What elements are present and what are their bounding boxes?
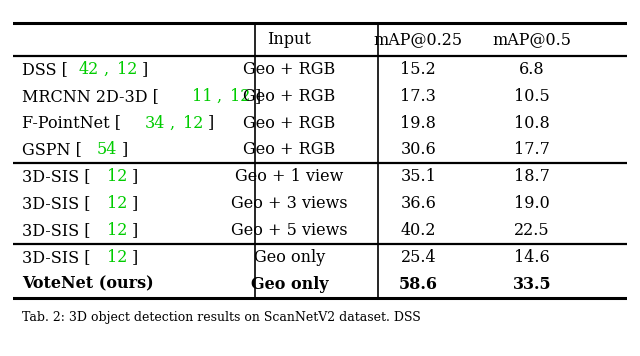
Text: 33.5: 33.5: [513, 276, 551, 293]
Text: 10.8: 10.8: [514, 115, 550, 132]
Text: 30.6: 30.6: [401, 141, 436, 158]
Text: 19.8: 19.8: [401, 115, 436, 132]
Text: 22.5: 22.5: [514, 222, 550, 239]
Text: DSS [: DSS [: [22, 61, 68, 78]
Text: 17.3: 17.3: [401, 88, 436, 105]
Text: F-PointNet [: F-PointNet [: [22, 115, 121, 132]
Text: 12: 12: [107, 168, 127, 185]
Text: ]: ]: [132, 222, 138, 239]
Text: 42: 42: [79, 61, 99, 78]
Text: GSPN [: GSPN [: [22, 141, 82, 158]
Text: Geo + 5 views: Geo + 5 views: [231, 222, 348, 239]
Text: ]: ]: [132, 195, 138, 212]
Text: 14.6: 14.6: [514, 249, 550, 266]
Text: 18.7: 18.7: [514, 168, 550, 185]
Text: ]: ]: [208, 115, 214, 132]
Text: 19.0: 19.0: [514, 195, 550, 212]
Text: ]: ]: [142, 61, 148, 78]
Text: MRCNN 2D-3D [: MRCNN 2D-3D [: [22, 88, 159, 105]
Text: 40.2: 40.2: [401, 222, 436, 239]
Text: 12: 12: [182, 115, 203, 132]
Text: 36.6: 36.6: [401, 195, 436, 212]
Text: 10.5: 10.5: [514, 88, 550, 105]
Text: 12: 12: [107, 195, 127, 212]
Text: ,: ,: [104, 61, 114, 78]
Text: 54: 54: [96, 141, 116, 158]
Text: Geo + 1 view: Geo + 1 view: [235, 168, 344, 185]
Text: Input: Input: [268, 31, 311, 48]
Text: ]: ]: [122, 141, 127, 158]
Text: 35.1: 35.1: [401, 168, 436, 185]
Text: 12: 12: [107, 249, 127, 266]
Text: 12: 12: [116, 61, 137, 78]
Text: mAP@0.25: mAP@0.25: [374, 31, 463, 48]
Text: 34: 34: [145, 115, 165, 132]
Text: 15.2: 15.2: [401, 61, 436, 78]
Text: 3D-SIS [: 3D-SIS [: [22, 222, 90, 239]
Text: Tab. 2: 3D object detection results on ScanNetV2 dataset. DSS: Tab. 2: 3D object detection results on S…: [22, 311, 420, 324]
Text: mAP@0.5: mAP@0.5: [492, 31, 572, 48]
Text: ]: ]: [132, 168, 138, 185]
Text: 17.7: 17.7: [514, 141, 550, 158]
Text: 12: 12: [107, 222, 127, 239]
Text: 6.8: 6.8: [519, 61, 545, 78]
Text: ,: ,: [217, 88, 227, 105]
Text: 11: 11: [191, 88, 212, 105]
Text: Geo only: Geo only: [250, 276, 328, 293]
Text: Geo + RGB: Geo + RGB: [243, 141, 335, 158]
Text: Geo only: Geo only: [253, 249, 325, 266]
Text: Geo + RGB: Geo + RGB: [243, 115, 335, 132]
Text: ]: ]: [255, 88, 261, 105]
Text: 3D-SIS [: 3D-SIS [: [22, 168, 90, 185]
Text: ,: ,: [170, 115, 180, 132]
Text: VoteNet (ours): VoteNet (ours): [22, 276, 154, 293]
Text: Geo + 3 views: Geo + 3 views: [231, 195, 348, 212]
Text: 3D-SIS [: 3D-SIS [: [22, 195, 90, 212]
Text: 3D-SIS [: 3D-SIS [: [22, 249, 90, 266]
Text: 12: 12: [230, 88, 250, 105]
Text: Geo + RGB: Geo + RGB: [243, 61, 335, 78]
Text: 58.6: 58.6: [399, 276, 438, 293]
Text: Geo + RGB: Geo + RGB: [243, 88, 335, 105]
Text: ]: ]: [132, 249, 138, 266]
Text: 25.4: 25.4: [401, 249, 436, 266]
